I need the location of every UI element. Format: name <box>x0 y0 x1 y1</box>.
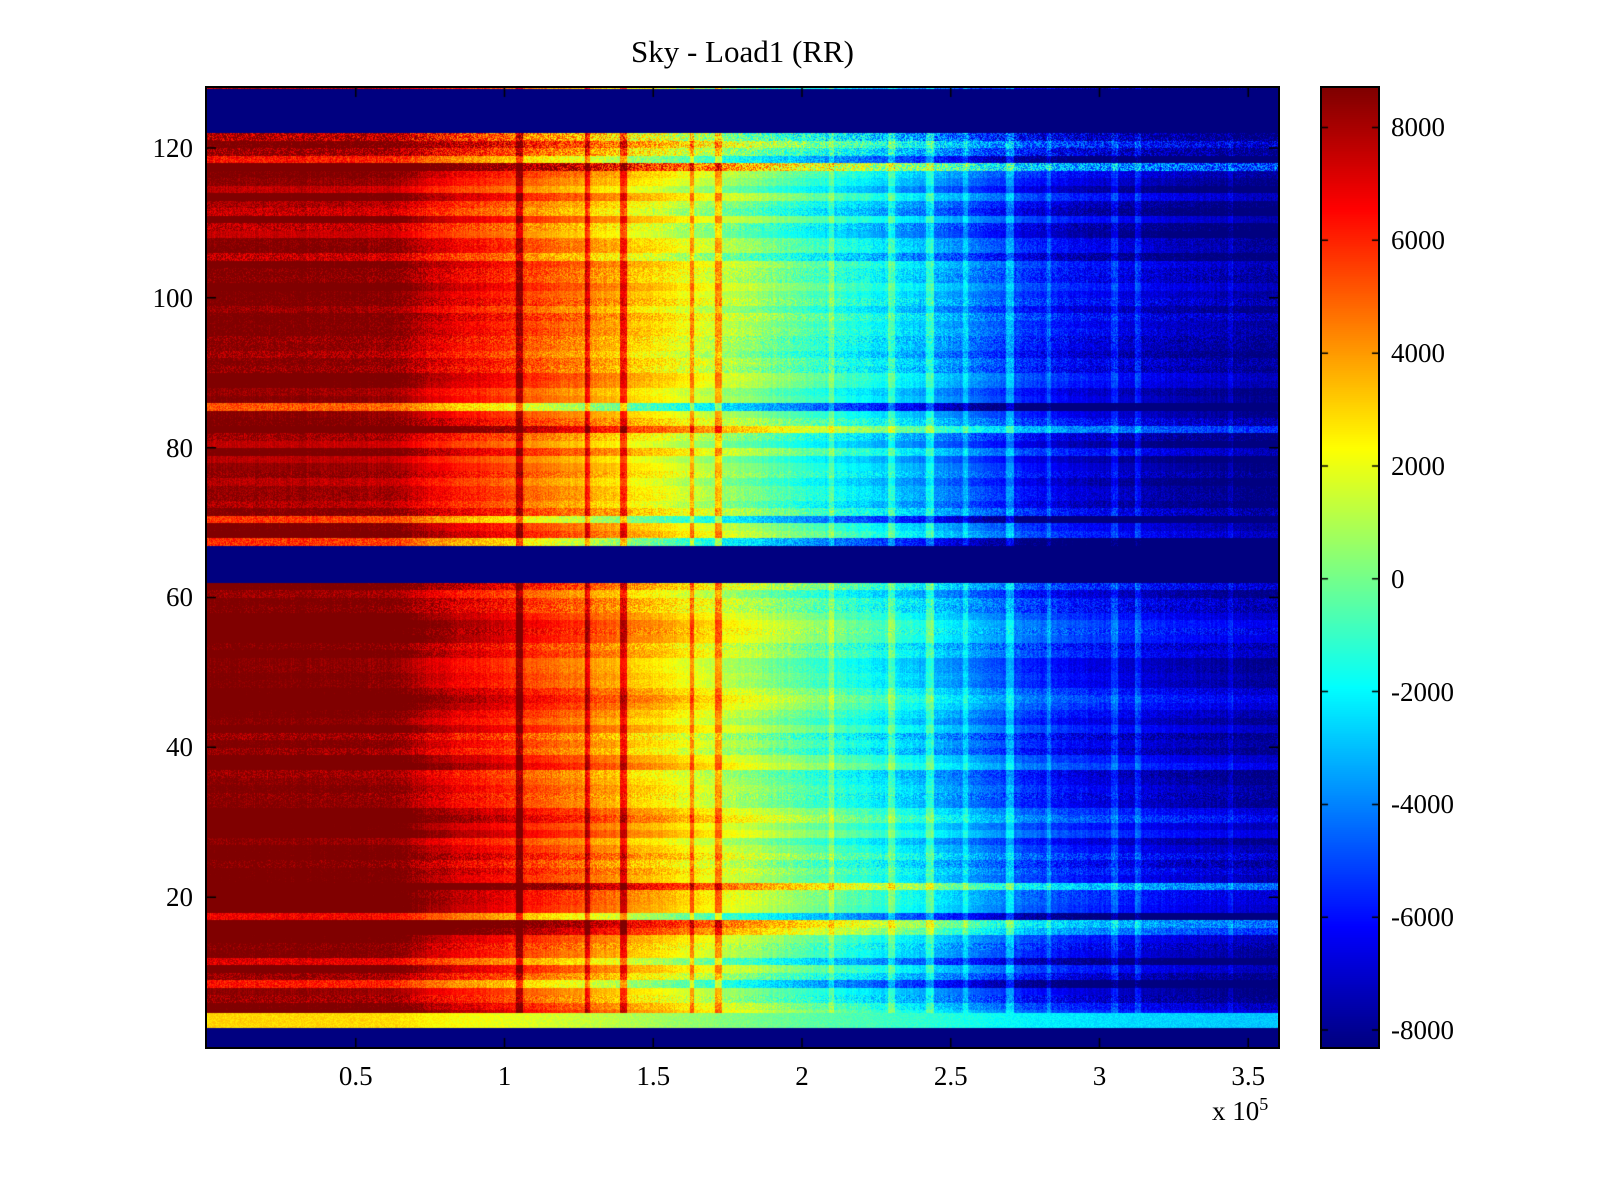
x-tick-label: 2.5 <box>933 1061 968 1091</box>
y-tick-label: 100 <box>152 282 194 313</box>
colorbar-tick-label: -6000 <box>1391 902 1454 933</box>
x-tick-label: 2 <box>795 1061 809 1091</box>
colorbar-tick-label: 2000 <box>1391 450 1445 481</box>
y-tick-label: 80 <box>166 432 193 463</box>
x-axis-exponent-label: x 105 <box>1212 1094 1268 1127</box>
x-axis-exponent-base: x 10 <box>1212 1096 1260 1126</box>
heatmap-plot-area <box>205 86 1280 1049</box>
heatmap-canvas <box>207 88 1278 1047</box>
x-tick-label: 3.5 <box>1231 1061 1266 1091</box>
colorbar-tick-label: 0 <box>1391 563 1405 594</box>
colorbar-tick-label: 4000 <box>1391 338 1445 369</box>
y-tick-label: 60 <box>166 582 193 613</box>
colorbar-tick-label: -4000 <box>1391 789 1454 820</box>
x-tick-label: 3 <box>1092 1061 1107 1091</box>
y-tick-label: 40 <box>166 732 193 763</box>
colorbar <box>1320 86 1380 1049</box>
colorbar-canvas <box>1322 88 1378 1047</box>
colorbar-tick-label: 8000 <box>1391 112 1445 143</box>
x-tick-label: 0.5 <box>338 1061 373 1091</box>
colorbar-tick-label: -8000 <box>1391 1015 1454 1046</box>
y-tick-label: 120 <box>152 132 194 163</box>
x-tick-label: 1 <box>497 1061 512 1091</box>
x-axis-exponent-power: 5 <box>1259 1094 1269 1114</box>
colorbar-tick-label: 6000 <box>1391 225 1445 256</box>
chart-title: Sky - Load1 (RR) <box>630 34 854 69</box>
y-tick-label: 20 <box>166 882 193 913</box>
x-tick-label: 1.5 <box>636 1061 671 1091</box>
colorbar-tick-label: -2000 <box>1391 676 1454 707</box>
